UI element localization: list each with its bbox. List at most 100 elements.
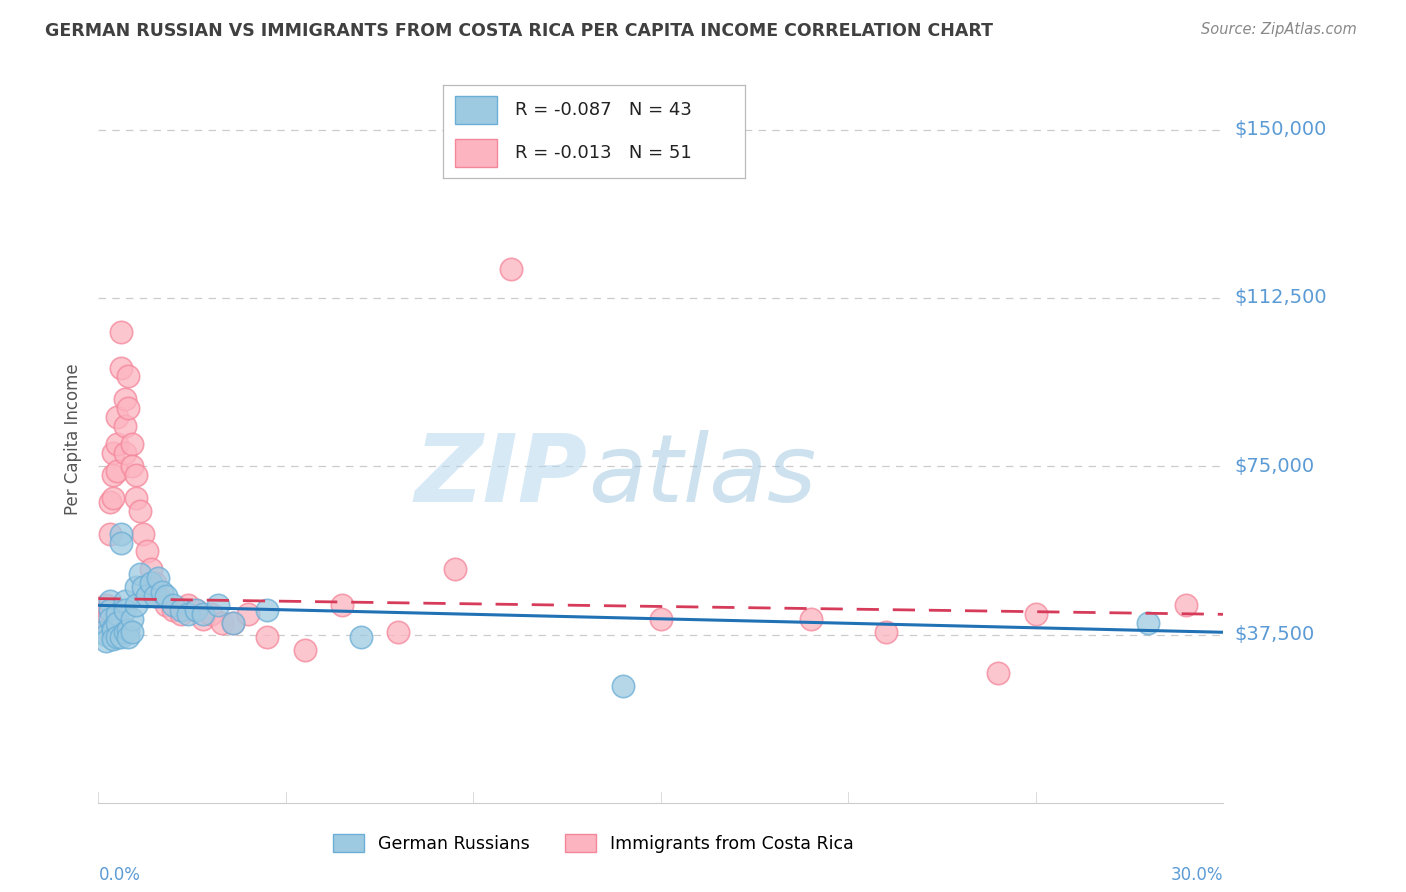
- Point: [499, 261, 522, 276]
- Text: ZIP: ZIP: [415, 430, 588, 522]
- Point: [114, 446, 136, 460]
- Point: [121, 437, 143, 451]
- Point: [98, 594, 121, 608]
- Text: $75,000: $75,000: [1234, 457, 1315, 475]
- Point: [110, 526, 132, 541]
- Point: [105, 464, 128, 478]
- Point: [114, 603, 136, 617]
- Point: [150, 585, 173, 599]
- Point: [136, 590, 159, 604]
- Point: [125, 581, 148, 595]
- Point: [98, 612, 121, 626]
- Point: [139, 562, 162, 576]
- Point: [148, 590, 170, 604]
- Point: [1025, 607, 1047, 622]
- Point: [94, 627, 117, 641]
- Point: [612, 679, 634, 693]
- Point: [103, 621, 125, 635]
- Point: [103, 623, 125, 637]
- Point: [94, 599, 117, 613]
- Point: [91, 625, 114, 640]
- Point: [103, 491, 125, 505]
- Point: [222, 616, 245, 631]
- Point: [103, 468, 125, 483]
- Point: [387, 625, 409, 640]
- Point: [105, 607, 128, 622]
- Point: [105, 616, 128, 631]
- Point: [987, 665, 1010, 680]
- Text: $37,500: $37,500: [1234, 625, 1315, 644]
- Text: R = -0.013   N = 51: R = -0.013 N = 51: [516, 145, 692, 162]
- Point: [121, 459, 143, 474]
- Point: [125, 468, 148, 483]
- Point: [177, 607, 200, 622]
- Point: [184, 603, 207, 617]
- Point: [103, 632, 125, 646]
- Point: [170, 607, 193, 622]
- Point: [117, 401, 139, 415]
- Point: [117, 369, 139, 384]
- Point: [103, 446, 125, 460]
- Point: [200, 607, 222, 622]
- Point: [155, 590, 177, 604]
- Point: [110, 535, 132, 549]
- Y-axis label: Per Capita Income: Per Capita Income: [63, 364, 82, 515]
- Point: [121, 625, 143, 640]
- Point: [148, 571, 170, 585]
- Point: [136, 544, 159, 558]
- Point: [98, 603, 121, 617]
- Point: [143, 590, 166, 604]
- Point: [800, 612, 823, 626]
- Text: R = -0.087   N = 43: R = -0.087 N = 43: [516, 101, 692, 119]
- Text: $150,000: $150,000: [1234, 120, 1327, 139]
- Point: [117, 630, 139, 644]
- Point: [222, 616, 245, 631]
- Point: [193, 607, 215, 622]
- Text: $112,500: $112,500: [1234, 288, 1327, 308]
- Point: [207, 599, 229, 613]
- Point: [110, 325, 132, 339]
- Point: [162, 599, 184, 613]
- Text: 0.0%: 0.0%: [98, 865, 141, 884]
- Point: [114, 594, 136, 608]
- Point: [143, 575, 166, 590]
- Point: [155, 599, 177, 613]
- Point: [177, 599, 200, 613]
- FancyBboxPatch shape: [456, 139, 498, 167]
- Point: [139, 575, 162, 590]
- Point: [94, 616, 117, 631]
- Point: [98, 603, 121, 617]
- Point: [105, 630, 128, 644]
- Point: [98, 526, 121, 541]
- Point: [294, 643, 316, 657]
- Point: [114, 392, 136, 406]
- Text: GERMAN RUSSIAN VS IMMIGRANTS FROM COSTA RICA PER CAPITA INCOME CORRELATION CHART: GERMAN RUSSIAN VS IMMIGRANTS FROM COSTA …: [45, 22, 993, 40]
- Point: [98, 495, 121, 509]
- Point: [184, 603, 207, 617]
- Legend: German Russians, Immigrants from Costa Rica: German Russians, Immigrants from Costa R…: [326, 827, 860, 860]
- Point: [256, 603, 278, 617]
- Point: [162, 603, 184, 617]
- Point: [330, 599, 353, 613]
- Point: [193, 612, 215, 626]
- Point: [211, 616, 233, 631]
- Point: [443, 562, 465, 576]
- Text: atlas: atlas: [588, 430, 815, 521]
- Text: 30.0%: 30.0%: [1171, 865, 1223, 884]
- Point: [1137, 616, 1160, 631]
- Text: Source: ZipAtlas.com: Source: ZipAtlas.com: [1201, 22, 1357, 37]
- Point: [114, 625, 136, 640]
- Point: [121, 612, 143, 626]
- Point: [256, 630, 278, 644]
- Point: [105, 437, 128, 451]
- Point: [238, 607, 260, 622]
- Point: [91, 607, 114, 622]
- Point: [114, 418, 136, 433]
- Point: [94, 634, 117, 648]
- Point: [125, 599, 148, 613]
- Point: [132, 526, 155, 541]
- Point: [132, 581, 155, 595]
- Point: [105, 409, 128, 424]
- Point: [170, 603, 193, 617]
- Point: [117, 623, 139, 637]
